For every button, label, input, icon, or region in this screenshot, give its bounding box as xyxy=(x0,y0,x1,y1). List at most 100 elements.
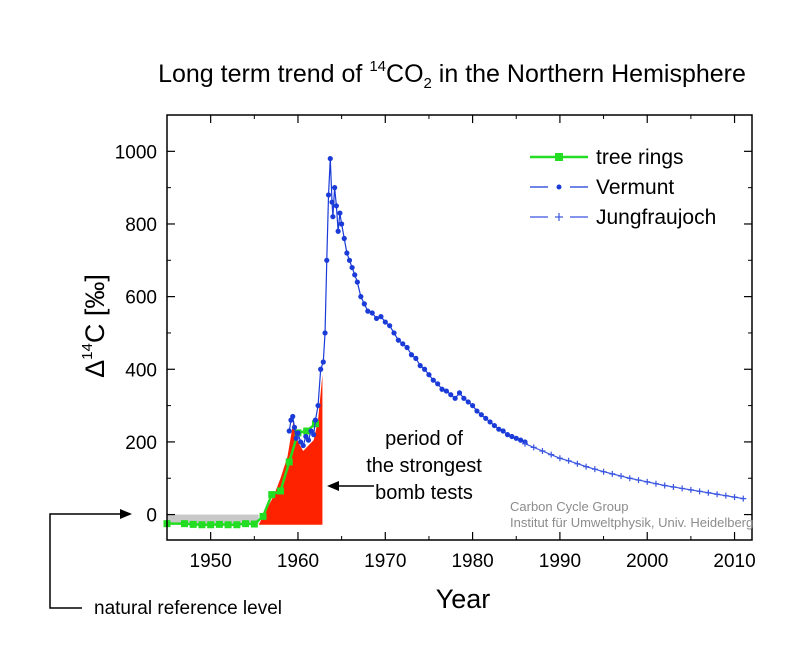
data-point xyxy=(295,430,301,436)
reference-band xyxy=(167,514,259,524)
data-point xyxy=(286,428,292,434)
bomb-test-area xyxy=(258,374,323,525)
data-point xyxy=(325,192,332,198)
data-point xyxy=(487,419,493,425)
data-point xyxy=(644,478,651,485)
annotation-line-2: the strongest xyxy=(366,455,482,477)
legend-label-jungfraujoch: Jungfraujoch xyxy=(596,206,716,229)
data-point xyxy=(652,480,659,487)
legend-label-vermunt: Vermunt xyxy=(596,176,674,199)
data-point xyxy=(465,399,471,405)
data-point xyxy=(670,483,677,490)
data-point xyxy=(539,448,546,455)
reference-arrowhead xyxy=(120,509,132,519)
data-point xyxy=(320,359,326,365)
data-point xyxy=(408,352,415,358)
data-point xyxy=(322,330,328,336)
data-point xyxy=(344,250,350,256)
data-point xyxy=(324,257,330,263)
data-point xyxy=(722,492,729,499)
y-tick-label: 800 xyxy=(125,215,157,236)
data-point xyxy=(731,494,738,501)
data-point xyxy=(268,491,276,499)
data-point xyxy=(198,521,206,529)
y-tick-label: 200 xyxy=(125,433,157,454)
data-point xyxy=(335,228,341,234)
legend-item-tree-rings: tree rings xyxy=(530,146,684,169)
data-point xyxy=(609,470,616,477)
reference-arrow xyxy=(49,513,122,609)
data-point xyxy=(233,521,241,529)
data-point xyxy=(714,491,721,498)
data-point xyxy=(635,477,642,484)
data-point xyxy=(687,486,694,493)
data-point xyxy=(297,439,304,445)
data-point xyxy=(327,155,333,162)
legend: tree rings Vermunt Jungfraujoch xyxy=(530,146,716,229)
data-point xyxy=(361,301,367,307)
data-point xyxy=(504,432,511,438)
data-point xyxy=(358,294,364,300)
data-point xyxy=(626,475,633,482)
series-jungfraujoch xyxy=(521,440,747,502)
data-point xyxy=(300,442,306,449)
bomb-period-annotation: period of the strongest bomb tests xyxy=(327,428,482,504)
data-point xyxy=(277,487,285,495)
y-tick-label: 400 xyxy=(125,360,157,381)
y-tick-label: 0 xyxy=(146,506,157,527)
x-axis-label: Year xyxy=(436,584,491,614)
annotation-line-3: bomb tests xyxy=(375,482,473,504)
data-point xyxy=(352,272,358,278)
data-point xyxy=(513,435,519,441)
reference-label: natural reference level xyxy=(94,598,282,619)
data-point xyxy=(417,363,423,369)
data-point xyxy=(285,458,293,466)
data-point xyxy=(373,315,380,322)
y-tick-label: 600 xyxy=(125,288,157,309)
data-point xyxy=(456,390,463,396)
data-point xyxy=(421,366,428,372)
series-line-jungfraujoch xyxy=(524,443,744,500)
series-line-vermunt xyxy=(288,158,526,447)
data-point xyxy=(339,221,345,227)
data-point xyxy=(478,412,484,418)
tick-layer: 1950 1960 1970 1980 1990 2000 2010 0 200 400 600 80… xyxy=(115,114,756,572)
x-tick-label: 2010 xyxy=(713,551,755,572)
annotation-line-1: period of xyxy=(385,428,463,450)
data-point xyxy=(556,455,563,462)
data-point xyxy=(354,279,360,285)
data-point xyxy=(509,433,515,440)
data-point xyxy=(469,402,476,409)
data-point xyxy=(500,428,506,434)
data-point xyxy=(395,337,401,343)
data-point xyxy=(430,377,436,383)
data-point xyxy=(548,451,555,458)
data-point xyxy=(308,428,314,434)
data-point xyxy=(346,257,353,263)
data-point xyxy=(400,341,406,347)
data-point xyxy=(382,319,388,325)
data-point xyxy=(435,381,441,387)
data-point xyxy=(305,437,312,443)
data-point xyxy=(439,386,445,392)
data-point xyxy=(521,440,528,447)
bomb-area-layer xyxy=(258,374,323,525)
data-point xyxy=(303,433,309,440)
reference-band-layer xyxy=(167,514,259,524)
legend-item-vermunt: Vermunt xyxy=(530,176,674,199)
data-point xyxy=(474,408,480,414)
data-point xyxy=(189,520,197,528)
data-point xyxy=(618,473,625,480)
data-point xyxy=(332,185,338,191)
data-point xyxy=(391,330,397,336)
data-point xyxy=(530,444,537,451)
x-tick-label: 1960 xyxy=(277,551,319,572)
data-point xyxy=(250,520,258,528)
data-point xyxy=(333,203,339,209)
x-tick-label: 1980 xyxy=(451,551,493,572)
data-point xyxy=(413,355,419,361)
data-point xyxy=(378,314,384,320)
data-point xyxy=(311,432,317,438)
x-tick-label: 1990 xyxy=(539,551,581,572)
